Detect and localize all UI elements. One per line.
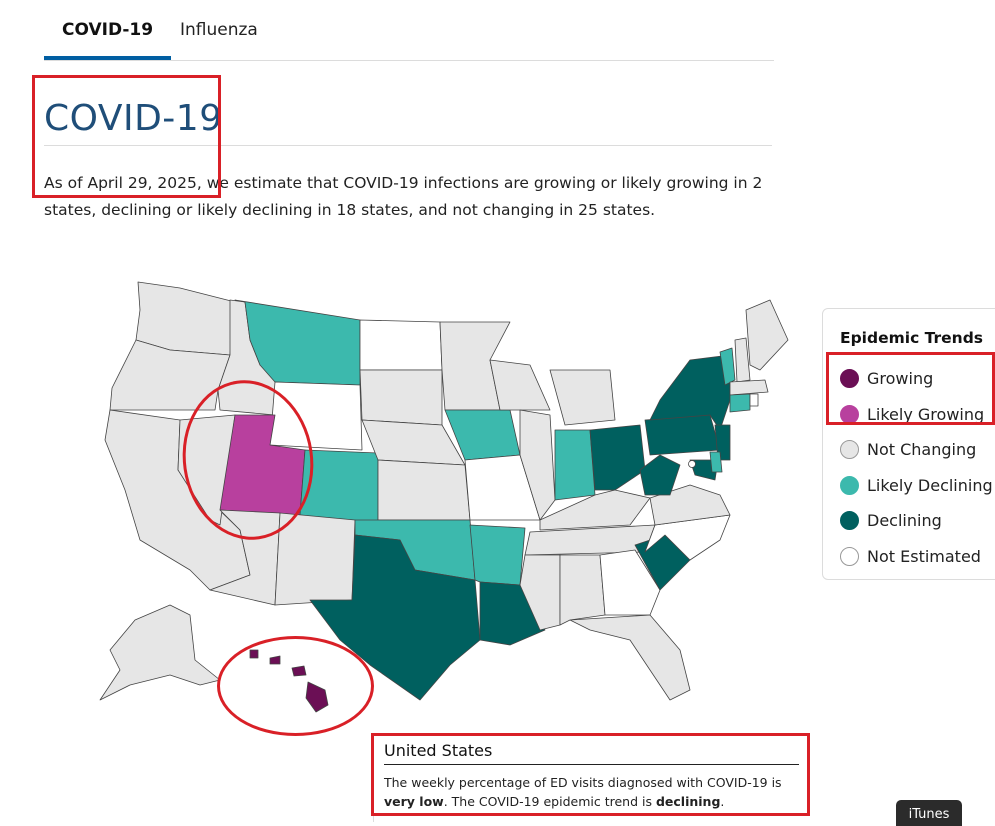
state-new-jersey[interactable] (714, 424, 731, 461)
state-hawaii-oahu[interactable] (269, 655, 281, 665)
state-arkansas[interactable] (469, 524, 526, 586)
state-nebraska[interactable] (361, 419, 466, 466)
state-connecticut[interactable] (729, 393, 751, 413)
tab-bar: COVID-19 Influenza (44, 0, 774, 61)
state-florida[interactable] (569, 614, 691, 701)
state-indiana[interactable] (554, 429, 596, 501)
legend-item-growing: Growing (840, 361, 995, 397)
state-hawaii-maui[interactable] (291, 665, 307, 677)
legend-label: Not Estimated (867, 546, 981, 566)
state-maine[interactable] (745, 299, 789, 371)
state-ohio[interactable] (589, 424, 646, 491)
declining-swatch-icon (840, 511, 859, 531)
state-colorado[interactable] (299, 449, 379, 526)
state-hawaii-kauai[interactable] (249, 649, 259, 659)
growing-swatch-icon (840, 369, 859, 389)
state-new-york[interactable] (649, 354, 731, 431)
legend-title: Epidemic Trends (840, 329, 984, 347)
tab-covid-19[interactable]: COVID-19 (44, 20, 172, 60)
us-summary-text: The weekly percentage of ED visits diagn… (384, 775, 782, 809)
not-changing-swatch-icon (840, 440, 859, 460)
legend-item-likely-growing: Likely Growing (840, 397, 995, 433)
us-summary-panel: United States The weekly percentage of E… (373, 733, 809, 822)
state-rhode-island[interactable] (749, 393, 759, 407)
state-texas[interactable] (309, 534, 481, 701)
state-michigan[interactable] (549, 369, 616, 426)
state-alaska[interactable] (99, 604, 221, 701)
state-new-mexico[interactable] (274, 512, 356, 606)
state-new-hampshire[interactable] (734, 337, 751, 383)
state-delaware[interactable] (709, 451, 723, 473)
legend-item-not-changing: Not Changing (840, 432, 995, 468)
state-wyoming[interactable] (269, 381, 363, 451)
legend-item-declining: Declining (840, 503, 995, 539)
itunes-overlay-button[interactable]: iTunes (896, 800, 962, 826)
dc-marker[interactable] (688, 460, 696, 468)
legend-label: Likely Declining (867, 475, 993, 495)
us-state-trends-map: .st { stroke: #444; stroke-width: 0.8; s… (99, 281, 789, 713)
state-north-dakota[interactable] (359, 319, 443, 371)
state-vermont[interactable] (719, 347, 736, 386)
page-title: COVID-19 (44, 98, 223, 139)
state-alabama[interactable] (559, 554, 606, 626)
legend-label: Growing (867, 369, 934, 389)
us-summary-heading: United States (384, 741, 799, 765)
state-kansas[interactable] (377, 459, 471, 521)
state-massachusetts[interactable] (729, 379, 769, 396)
state-louisiana[interactable] (479, 581, 546, 646)
legend-item-likely-declining: Likely Declining (840, 468, 995, 504)
legend-label: Not Changing (867, 440, 977, 460)
title-divider (44, 145, 772, 146)
likely-growing-swatch-icon (840, 404, 859, 424)
legend-label: Likely Growing (867, 404, 985, 424)
state-west-virginia[interactable] (639, 454, 681, 496)
state-wisconsin[interactable] (489, 359, 551, 411)
state-south-dakota[interactable] (359, 369, 443, 426)
state-georgia[interactable] (599, 549, 661, 616)
state-mississippi[interactable] (519, 554, 561, 631)
state-illinois[interactable] (519, 409, 556, 521)
not-estimated-swatch-icon (840, 546, 859, 566)
epidemic-trends-legend: Epidemic Trends Growing Likely Growing N… (822, 308, 995, 580)
state-nevada[interactable] (177, 414, 236, 526)
tab-influenza[interactable]: Influenza (180, 20, 258, 40)
state-pennsylvania[interactable] (644, 414, 721, 456)
likely-declining-swatch-icon (840, 475, 859, 495)
legend-item-not-estimated: Not Estimated (840, 539, 995, 575)
state-hawaii-island[interactable] (305, 681, 329, 713)
trend-summary: As of April 29, 2025, we estimate that C… (44, 174, 763, 219)
legend-label: Declining (867, 511, 942, 531)
